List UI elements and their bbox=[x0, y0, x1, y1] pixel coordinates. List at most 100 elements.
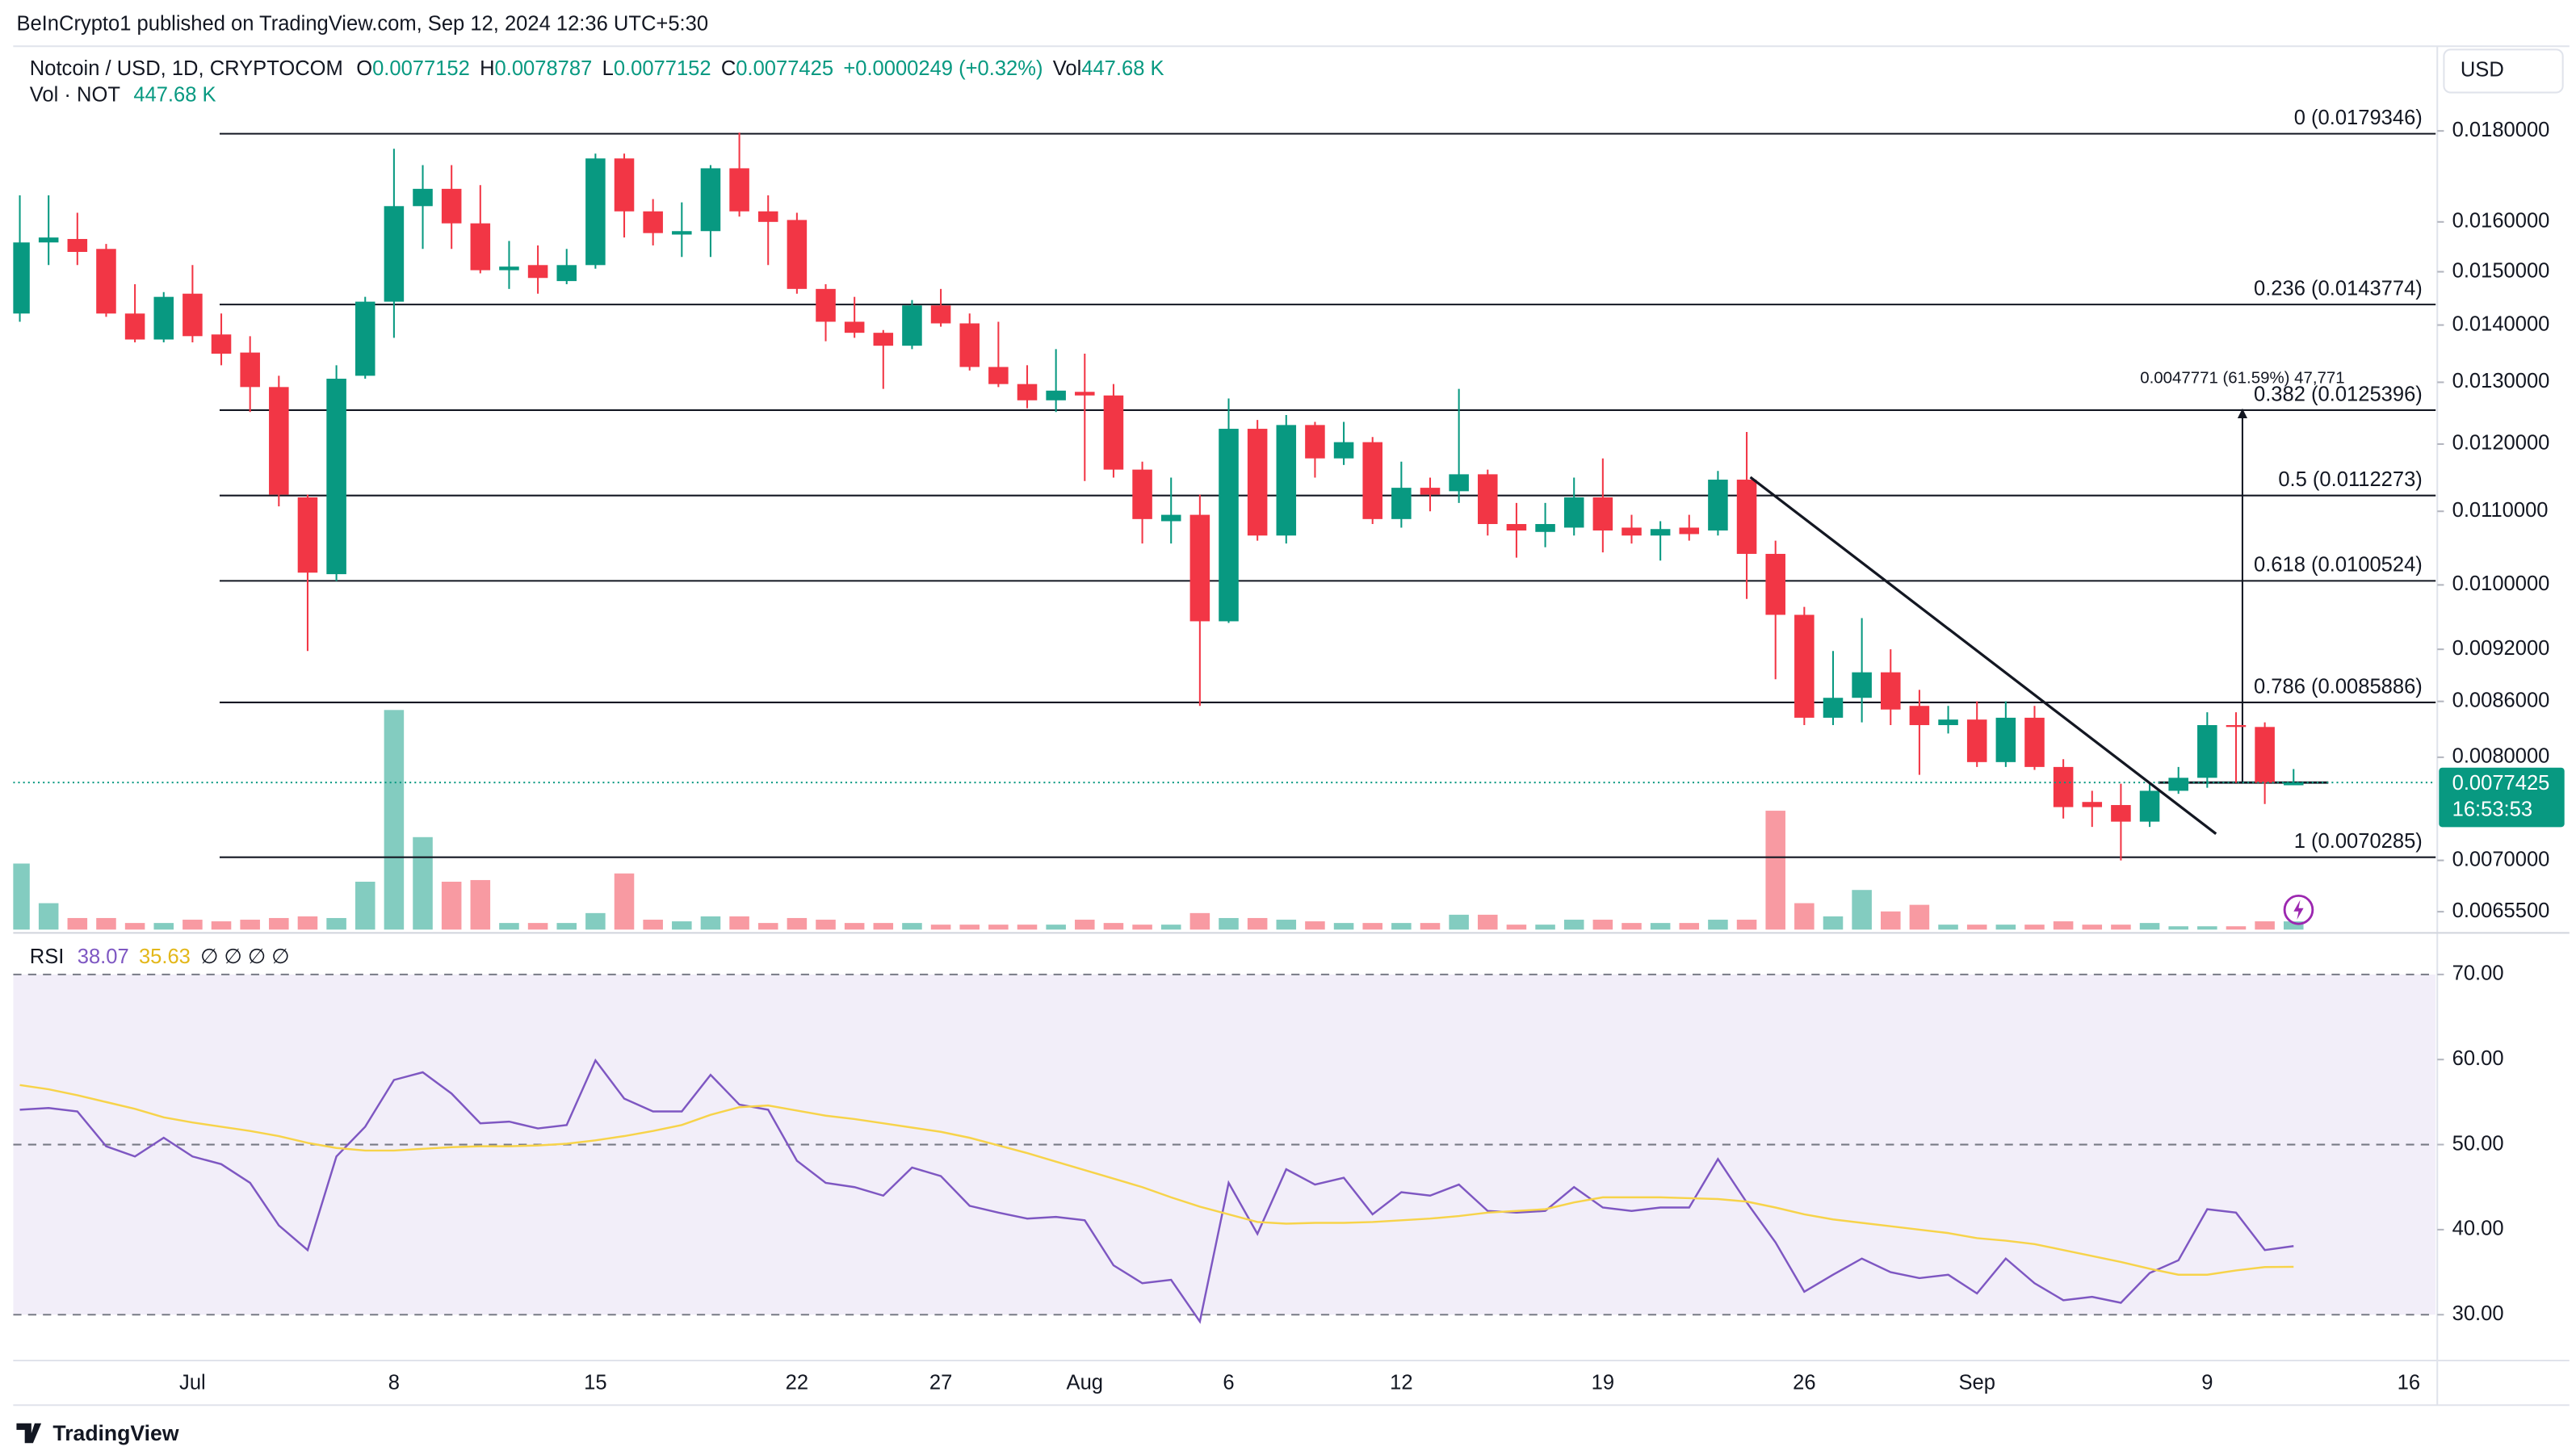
price-tick-label: 0.0100000 bbox=[2452, 572, 2550, 595]
last-price-label: 0.0077425 bbox=[2452, 772, 2550, 795]
rsi-tick-label: 60.00 bbox=[2452, 1047, 2504, 1070]
candle-body bbox=[1017, 384, 1038, 400]
price-tick-label: 0.0070000 bbox=[2452, 848, 2550, 870]
candle-body bbox=[124, 313, 145, 340]
time-tick-label: Aug bbox=[1067, 1371, 1103, 1394]
legend-o: O bbox=[356, 57, 372, 80]
volume-bar bbox=[930, 925, 951, 930]
candle-body bbox=[183, 293, 203, 337]
candle-body bbox=[1535, 524, 1555, 532]
candle-body bbox=[1075, 392, 1095, 396]
candle-body bbox=[1362, 442, 1382, 519]
candle-body bbox=[355, 301, 375, 376]
candle-body bbox=[2226, 725, 2247, 728]
candle-body bbox=[1708, 480, 1728, 531]
volume-bar bbox=[13, 863, 30, 930]
currency-button[interactable] bbox=[2443, 48, 2564, 94]
candle-body bbox=[1966, 719, 1987, 762]
time-tick-label: 12 bbox=[1390, 1371, 1412, 1394]
candle-body bbox=[700, 168, 721, 232]
candle-body bbox=[384, 206, 405, 302]
candle-body bbox=[2082, 802, 2103, 807]
candle-body bbox=[413, 188, 433, 207]
volume-bar bbox=[1305, 921, 1325, 930]
legend-vol: Vol bbox=[1053, 57, 1082, 80]
volume-bar bbox=[902, 923, 922, 930]
fib-label: 0.618 (0.0100524) bbox=[2254, 554, 2423, 577]
volume-bar bbox=[240, 920, 260, 930]
volume-bar bbox=[441, 881, 462, 930]
volume-bar bbox=[1075, 920, 1095, 930]
volume-bar bbox=[1276, 920, 1297, 930]
volume-bar bbox=[1132, 925, 1152, 930]
alert-icon[interactable] bbox=[2283, 894, 2314, 925]
candle-body bbox=[1881, 672, 1901, 710]
candle-body bbox=[13, 242, 30, 314]
rsi-tick-label: 50.00 bbox=[2452, 1132, 2504, 1155]
time-tick-label: Jul bbox=[179, 1371, 206, 1394]
candle-body bbox=[240, 352, 260, 388]
rsi-ma-value: 35.63 bbox=[139, 946, 191, 968]
time-tick-label: 9 bbox=[2201, 1371, 2213, 1394]
volume-bar bbox=[1736, 920, 1757, 930]
rsi-legend: RSI 38.07 35.63 ∅ ∅ ∅ ∅ bbox=[30, 946, 290, 968]
candle-body bbox=[211, 334, 232, 354]
legend-change: +0.0000249 (+0.32%) bbox=[843, 57, 1043, 80]
fib-label: 0.382 (0.0125396) bbox=[2254, 383, 2423, 405]
volume-bar bbox=[643, 920, 663, 930]
volume-bar bbox=[1966, 925, 1987, 930]
volume-bar bbox=[556, 923, 577, 930]
price-tick-label: 0.0110000 bbox=[2452, 499, 2549, 522]
tradingview-logo bbox=[16, 1423, 42, 1444]
price-tick-label: 0.0065500 bbox=[2452, 899, 2550, 922]
candle-body bbox=[1247, 429, 1268, 536]
candle-body bbox=[959, 323, 980, 367]
symbol: Notcoin / USD, 1D, CRYPTOCOM bbox=[30, 57, 343, 80]
volume-bar bbox=[355, 881, 375, 930]
candle-body bbox=[96, 249, 116, 314]
time-tick-label: 15 bbox=[584, 1371, 606, 1394]
volume-title: Vol · NOT bbox=[30, 83, 121, 106]
rsi-value: 38.07 bbox=[78, 946, 129, 968]
volume-bar bbox=[499, 923, 519, 930]
price-tick-label: 0.0080000 bbox=[2452, 745, 2550, 768]
volume-bar bbox=[2283, 921, 2304, 930]
time-tick-label: 16 bbox=[2398, 1371, 2420, 1394]
price-tick-label: 0.0092000 bbox=[2452, 637, 2550, 660]
legend-l: L bbox=[602, 57, 614, 80]
price-tick-label: 0.0140000 bbox=[2452, 312, 2550, 335]
volume-bar bbox=[1708, 920, 1728, 930]
volume-bar bbox=[816, 920, 836, 930]
candle-body bbox=[38, 237, 59, 243]
fib-label: 0.786 (0.0085886) bbox=[2254, 675, 2423, 698]
candle-body bbox=[1852, 672, 1872, 698]
candle-body bbox=[1103, 395, 1124, 470]
volume-bar bbox=[1160, 925, 1181, 930]
candle-body bbox=[1592, 497, 1613, 531]
volume-bar bbox=[153, 923, 174, 930]
candle-body bbox=[1219, 429, 1239, 622]
candle-body bbox=[2255, 727, 2275, 783]
candle-body bbox=[2197, 725, 2217, 778]
candle-body bbox=[930, 305, 951, 324]
candle-body bbox=[1938, 719, 1958, 726]
volume-bar bbox=[672, 921, 692, 930]
axes: 0.0065500 0.0070000 0.0080000 0.0086000 0.00… bbox=[179, 119, 2565, 1394]
candle-body bbox=[1794, 614, 1815, 718]
fibonacci: 0 (0.0179346) 0.236 (0.0143774) 0.382 (0.0… bbox=[219, 107, 2436, 858]
candle-body bbox=[2283, 782, 2304, 786]
volume-bar bbox=[1535, 925, 1555, 930]
volume-bar bbox=[2082, 925, 2103, 930]
candle-body bbox=[1305, 425, 1325, 459]
price-tick-label: 0.0150000 bbox=[2452, 259, 2550, 282]
volume-bar bbox=[1679, 923, 1700, 930]
rsi-tick-label: 70.00 bbox=[2452, 962, 2504, 985]
volume-bar bbox=[1391, 923, 1412, 930]
candle-body bbox=[2111, 805, 2131, 822]
time-tick-label: 6 bbox=[1223, 1371, 1234, 1394]
rsi-tick-label: 30.00 bbox=[2452, 1302, 2504, 1325]
fib-label: 0 (0.0179346) bbox=[2294, 107, 2423, 129]
